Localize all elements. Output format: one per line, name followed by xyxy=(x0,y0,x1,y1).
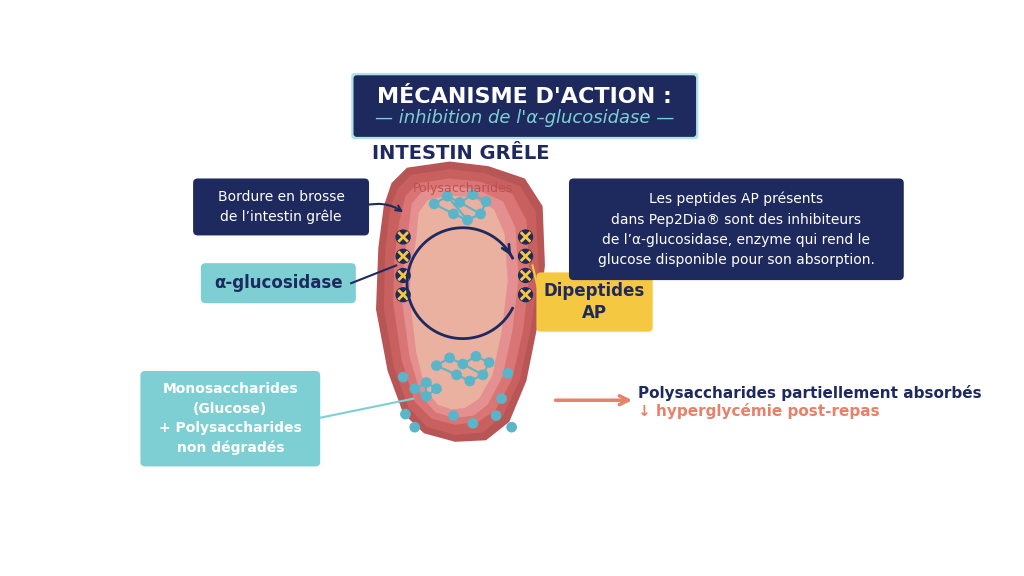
Circle shape xyxy=(481,197,490,206)
Circle shape xyxy=(422,392,431,401)
Circle shape xyxy=(492,411,501,420)
Circle shape xyxy=(396,230,410,244)
Text: Dipeptides
AP: Dipeptides AP xyxy=(544,282,645,322)
Text: ↓ hyperglycémie post-repas: ↓ hyperglycémie post-repas xyxy=(638,403,880,419)
Text: Les peptides AP présents
dans Pep2Dia® sont des inhibiteurs
de l’α-glucosidase, : Les peptides AP présents dans Pep2Dia® s… xyxy=(598,192,874,267)
Circle shape xyxy=(497,394,506,403)
Circle shape xyxy=(471,352,480,361)
FancyBboxPatch shape xyxy=(537,272,652,332)
Text: Monosaccharides
(Glucose)
+ Polysaccharides
non dégradés: Monosaccharides (Glucose) + Polysacchari… xyxy=(159,382,302,455)
Circle shape xyxy=(465,376,474,385)
Circle shape xyxy=(468,190,477,199)
Circle shape xyxy=(518,288,532,302)
Circle shape xyxy=(484,358,494,367)
Circle shape xyxy=(398,373,408,382)
Circle shape xyxy=(396,268,410,282)
Circle shape xyxy=(410,384,420,393)
Circle shape xyxy=(452,370,461,380)
Circle shape xyxy=(432,384,441,393)
Circle shape xyxy=(445,353,455,362)
Polygon shape xyxy=(376,161,545,442)
FancyBboxPatch shape xyxy=(201,263,356,303)
FancyBboxPatch shape xyxy=(353,75,696,137)
Circle shape xyxy=(455,198,464,207)
Circle shape xyxy=(396,249,410,263)
FancyBboxPatch shape xyxy=(569,179,904,280)
Text: α-glucosidase: α-glucosidase xyxy=(214,274,343,292)
Circle shape xyxy=(400,410,410,419)
Text: Polysaccharides: Polysaccharides xyxy=(413,182,513,195)
Circle shape xyxy=(518,249,532,263)
Circle shape xyxy=(503,369,512,378)
Circle shape xyxy=(507,423,516,432)
Circle shape xyxy=(396,288,410,302)
Circle shape xyxy=(422,378,431,387)
Circle shape xyxy=(410,423,420,432)
Circle shape xyxy=(449,411,458,420)
FancyBboxPatch shape xyxy=(351,73,698,139)
Circle shape xyxy=(432,361,441,370)
Polygon shape xyxy=(384,169,539,435)
Circle shape xyxy=(429,199,438,209)
FancyBboxPatch shape xyxy=(194,179,369,236)
Polygon shape xyxy=(410,195,508,410)
Text: MÉCANISME D'ACTION :: MÉCANISME D'ACTION : xyxy=(378,87,672,107)
Text: Bordure en brosse
de l’intestin grêle: Bordure en brosse de l’intestin grêle xyxy=(218,190,344,224)
Polygon shape xyxy=(393,179,529,425)
Circle shape xyxy=(518,230,532,244)
Circle shape xyxy=(468,419,477,428)
Text: INTESTIN GRÊLE: INTESTIN GRÊLE xyxy=(373,145,550,164)
Text: Polysaccharides partiellement absorbés: Polysaccharides partiellement absorbés xyxy=(638,385,982,400)
Circle shape xyxy=(518,268,532,282)
Text: — inhibition de l'α-glucosidase —: — inhibition de l'α-glucosidase — xyxy=(375,109,675,127)
Circle shape xyxy=(449,209,458,218)
Circle shape xyxy=(476,209,485,218)
Circle shape xyxy=(478,370,487,380)
Polygon shape xyxy=(401,186,518,418)
FancyBboxPatch shape xyxy=(140,371,321,467)
Circle shape xyxy=(458,359,467,369)
Circle shape xyxy=(463,215,472,225)
Circle shape xyxy=(442,192,452,201)
